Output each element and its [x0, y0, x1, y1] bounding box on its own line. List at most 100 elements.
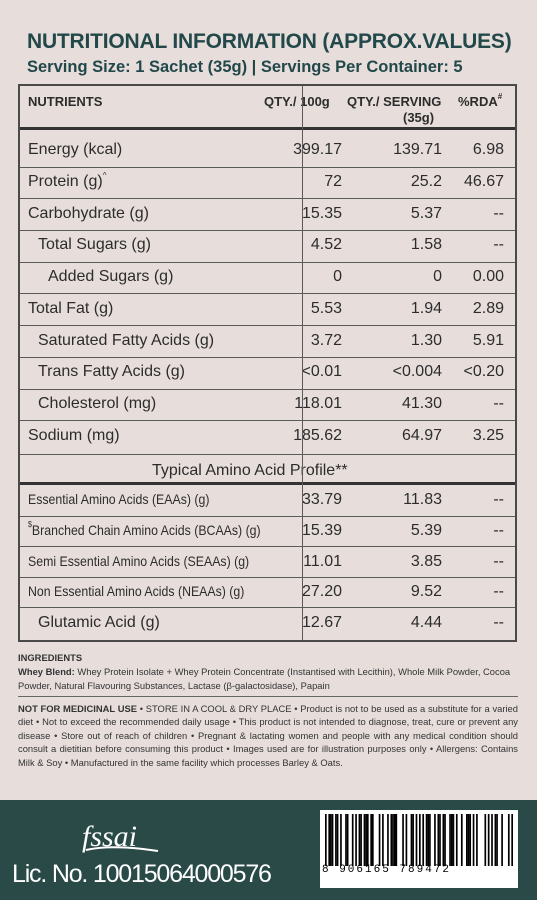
- value-rda: 6.98: [472, 141, 504, 158]
- row-divider: [20, 127, 515, 130]
- amino-per100: 27.20: [301, 583, 342, 600]
- barcode-bar: [366, 814, 369, 866]
- value-serving: 64.97: [401, 427, 442, 444]
- barcode-bar: [427, 814, 430, 866]
- barcode-bar: [434, 814, 436, 866]
- header-serving-unit: (35g): [403, 110, 435, 125]
- amino-label: Semi Essential Amino Acids (SEAAs) (g): [28, 553, 250, 569]
- amino-label: Branched Chain Amino Acids (BCAAs) (g): [31, 522, 261, 538]
- barcode-bars: [325, 814, 513, 866]
- header-per100: QTY./ 100g: [264, 94, 330, 109]
- nutrient-name: Total Fat (g): [28, 300, 113, 318]
- nutrient-label: Carbohydrate (g): [28, 205, 149, 222]
- barcode-bar: [437, 814, 440, 866]
- barcode-bar: [487, 814, 490, 866]
- barcode-bar: [393, 814, 396, 866]
- nutrient-label: Saturated Fatty Acids (g): [38, 332, 215, 349]
- barcode-bar: [452, 814, 455, 866]
- row-divider: [20, 389, 515, 390]
- row-divider: [20, 167, 515, 168]
- nutrient-label: Cholesterol (mg): [38, 395, 157, 412]
- barcode-bar: [382, 814, 384, 866]
- barcode: [320, 810, 518, 888]
- nutrient-label: Energy (kcal): [28, 141, 123, 158]
- barcode-bar: [507, 814, 510, 866]
- barcode-bar: [325, 814, 327, 866]
- amino-per100: 11.01: [303, 553, 342, 570]
- ingredients-heading: INGREDIENTS: [18, 652, 83, 663]
- barcode-bar: [449, 814, 451, 866]
- row-divider: [20, 420, 515, 421]
- value-rda: --: [493, 205, 504, 222]
- value-per100: 15.35: [301, 205, 342, 222]
- disclaimer-text: • STORE IN A COOL & DRY PLACE • Product …: [18, 703, 518, 768]
- barcode-bar: [467, 814, 470, 866]
- barcode-bar: [378, 814, 381, 866]
- barcode-bar: [387, 814, 389, 866]
- nutrient-name: Saturated Fatty Acids (g): [38, 332, 214, 350]
- amino-name: Non Essential Amino Acids (NEAAs) (g): [28, 583, 244, 599]
- amino-serving: 5.39: [410, 522, 442, 539]
- value-serving: 1.94: [410, 300, 442, 317]
- value-rda: 46.67: [463, 173, 504, 190]
- amino-name: Semi Essential Amino Acids (SEAAs) (g): [28, 553, 249, 569]
- value-serving: 5.37: [410, 205, 442, 222]
- amino-rda: --: [493, 614, 504, 631]
- value-per100: 399.17: [293, 141, 342, 158]
- barcode-bar: [390, 814, 393, 866]
- barcode-bar: [355, 814, 357, 866]
- row-divider: [20, 482, 515, 485]
- amino-serving: 4.44: [410, 614, 442, 631]
- barcode-bar: [405, 814, 408, 866]
- barcode-bar: [442, 814, 445, 866]
- barcode-bar: [402, 814, 404, 866]
- ingredients-text: Whey Blend: Whey Protein Isolate + Whey …: [18, 665, 518, 693]
- value-serving: <0.004: [392, 363, 442, 380]
- header-rda-mark: #: [497, 92, 503, 101]
- value-per100: 0: [333, 268, 342, 285]
- nutrient-mark: ^: [102, 171, 107, 180]
- nutrient-name: Trans Fatty Acids (g): [38, 363, 185, 381]
- barcode-bar: [410, 814, 413, 866]
- ingredients-section: INGREDIENTS Whey Blend: Whey Protein Iso…: [18, 651, 518, 693]
- nutrient-name: Cholesterol (mg): [38, 395, 156, 413]
- nutrient-label: Total Fat (g): [28, 300, 114, 317]
- value-rda: 2.89: [472, 300, 504, 317]
- value-serving: 1.58: [410, 236, 442, 253]
- barcode-bar: [330, 814, 332, 866]
- page-title: NUTRITIONAL INFORMATION (APPROX.VALUES): [27, 30, 512, 53]
- nutrient-label: Trans Fatty Acids (g): [38, 363, 185, 380]
- amino-mark: $: [28, 520, 32, 529]
- barcode-bar: [466, 814, 468, 866]
- value-serving: 0: [433, 268, 442, 285]
- amino-per100: 15.39: [301, 522, 342, 539]
- row-divider: [20, 546, 515, 547]
- amino-serving: 3.85: [410, 553, 442, 570]
- section-divider: [18, 696, 518, 697]
- row-divider: [20, 325, 515, 326]
- barcode-bar: [336, 814, 339, 866]
- value-serving: 139.71: [393, 141, 442, 158]
- barcode-bar: [370, 814, 372, 866]
- amino-label: Non Essential Amino Acids (NEAAs) (g): [28, 583, 245, 599]
- barcode-bar: [472, 814, 475, 866]
- barcode-bar: [331, 814, 334, 866]
- header-serving: QTY./ SERVING: [347, 94, 442, 109]
- value-serving: 25.2: [410, 173, 442, 190]
- nutrient-label: Protein (g): [28, 173, 103, 190]
- barcode-bar: [363, 814, 366, 866]
- nutrient-name: Energy (kcal): [28, 141, 122, 159]
- barcode-bar: [469, 814, 472, 866]
- value-per100: 185.62: [293, 427, 342, 444]
- barcode-bar: [340, 814, 342, 866]
- nutrient-name: Added Sugars (g): [48, 268, 173, 286]
- header-nutrients: NUTRIENTS: [28, 94, 103, 109]
- barcode-bar: [484, 814, 487, 866]
- amino-rda: --: [493, 583, 504, 600]
- row-divider: [20, 262, 515, 263]
- amino-serving: 9.52: [410, 583, 442, 600]
- value-per100: 118.01: [294, 395, 342, 412]
- barcode-bar: [496, 814, 498, 866]
- value-rda: <0.20: [463, 363, 504, 380]
- amino-per100: 12.67: [301, 614, 342, 631]
